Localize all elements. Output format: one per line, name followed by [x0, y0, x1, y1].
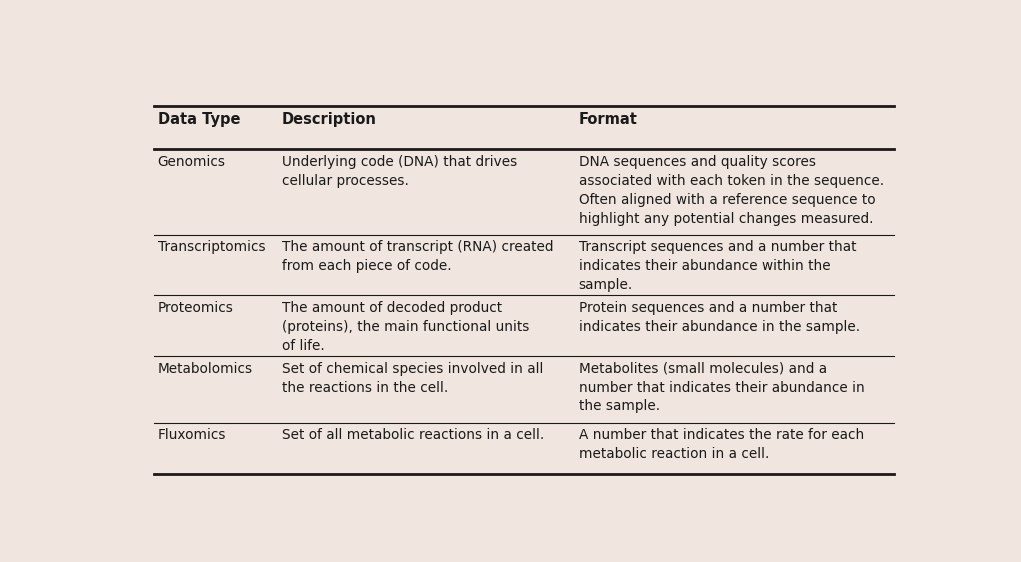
Text: Set of all metabolic reactions in a cell.: Set of all metabolic reactions in a cell… — [282, 428, 544, 442]
Text: Genomics: Genomics — [157, 155, 226, 169]
Text: Metabolites (small molecules) and a
number that indicates their abundance in
the: Metabolites (small molecules) and a numb… — [579, 361, 865, 414]
Text: DNA sequences and quality scores
associated with each token in the sequence.
Oft: DNA sequences and quality scores associa… — [579, 155, 884, 225]
Text: Format: Format — [579, 112, 637, 127]
Text: The amount of transcript (RNA) created
from each piece of code.: The amount of transcript (RNA) created f… — [282, 240, 553, 273]
Text: Fluxomics: Fluxomics — [157, 428, 227, 442]
Text: Metabolomics: Metabolomics — [157, 361, 253, 375]
Text: Transcript sequences and a number that
indicates their abundance within the
samp: Transcript sequences and a number that i… — [579, 240, 857, 292]
Text: Underlying code (DNA) that drives
cellular processes.: Underlying code (DNA) that drives cellul… — [282, 155, 518, 188]
Text: Protein sequences and a number that
indicates their abundance in the sample.: Protein sequences and a number that indi… — [579, 301, 860, 334]
Text: Set of chemical species involved in all
the reactions in the cell.: Set of chemical species involved in all … — [282, 361, 543, 395]
Text: The amount of decoded product
(proteins), the main functional units
of life.: The amount of decoded product (proteins)… — [282, 301, 529, 353]
Text: Proteomics: Proteomics — [157, 301, 234, 315]
Text: Description: Description — [282, 112, 377, 127]
Text: A number that indicates the rate for each
metabolic reaction in a cell.: A number that indicates the rate for eac… — [579, 428, 864, 461]
Text: Transcriptomics: Transcriptomics — [157, 240, 265, 254]
Text: Data Type: Data Type — [157, 112, 240, 127]
